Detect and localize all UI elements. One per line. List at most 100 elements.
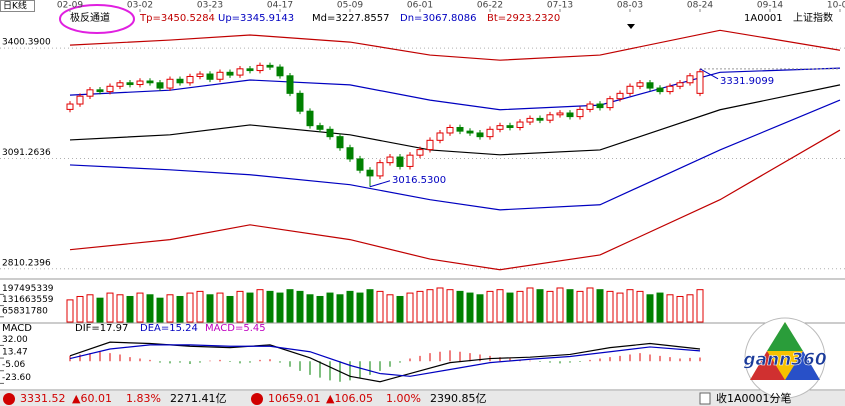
volume-bar (686, 294, 694, 323)
market-icon[interactable] (3, 393, 15, 405)
volume-bar (206, 294, 214, 323)
status-item: ▲60.01 (72, 392, 112, 405)
volume-bar (656, 292, 664, 323)
candle-body (356, 158, 364, 171)
status-bar (0, 391, 845, 406)
volume-bar (196, 290, 204, 323)
candle-body (496, 125, 504, 130)
volume-bar (596, 289, 604, 323)
candle-body (186, 75, 194, 84)
candle-body (516, 121, 524, 128)
candle-body (696, 71, 704, 94)
volume-bar (576, 290, 584, 323)
volume-bar (456, 290, 464, 323)
volume-bar (156, 297, 164, 323)
candle-body (486, 128, 494, 138)
band-line (69, 99, 841, 211)
volume-bar (116, 294, 124, 323)
volume-bar (476, 294, 484, 323)
volume-bar (326, 292, 334, 323)
x-tick-label: 08-24 (687, 1, 713, 11)
y-tick-label: 32.00 (2, 335, 28, 345)
panel-title: MACD (2, 323, 32, 334)
candle-body (146, 80, 154, 84)
volume-bar (616, 292, 624, 323)
period-box (0, 0, 35, 12)
volume-bar (166, 294, 174, 323)
candle-body (646, 82, 654, 89)
candle-body (446, 126, 454, 134)
candle-body (316, 125, 324, 130)
candle-body (266, 64, 274, 68)
volume-bar (216, 292, 224, 323)
y-tick-label: 131663559 (2, 295, 54, 305)
candle-body (616, 92, 624, 100)
y-tick-label: -23.60 (2, 373, 31, 383)
indicator-value: Md=3227.8557 (312, 13, 389, 24)
volume-bar (486, 290, 494, 323)
candle-body (326, 128, 334, 138)
candle-body (396, 156, 404, 167)
candle-body (456, 126, 464, 132)
volume-bar (676, 295, 684, 323)
candle-body (576, 108, 584, 118)
status-item: ▲106.05 (326, 392, 373, 405)
indicator-name: 极反通道 (70, 11, 110, 24)
logo-shape (767, 322, 803, 351)
candle-body (76, 95, 84, 105)
indicator-value: Bt=2923.2320 (487, 13, 560, 24)
logo-shape (750, 351, 785, 380)
candle-body (536, 117, 544, 121)
tick-icon[interactable] (699, 392, 711, 405)
candle-body (676, 82, 684, 87)
candle-body (336, 136, 344, 149)
status-item: 2390.85亿 (430, 392, 487, 405)
volume-bar (256, 289, 264, 323)
volume-bar (176, 295, 184, 323)
status-item: 2271.41亿 (170, 392, 227, 405)
volume-bar (546, 290, 554, 323)
indicator-value: Dn=3067.8086 (400, 13, 477, 24)
volume-bar (536, 289, 544, 323)
volume-bar (356, 292, 364, 323)
candle-body (306, 110, 314, 127)
volume-bar (386, 294, 394, 323)
candle-body (126, 82, 134, 86)
x-tick-label: 07-13 (547, 1, 573, 11)
market-icon[interactable] (251, 393, 263, 405)
y-tick-label: 197495339 (2, 284, 54, 294)
indicator-value: Tp=3450.5284 (139, 13, 215, 24)
candle-body (216, 71, 224, 80)
volume-bar (76, 295, 84, 323)
highlight-ellipse (59, 4, 135, 34)
status-item: 1.00% (386, 392, 421, 405)
candle-body (106, 85, 114, 93)
candle-body (136, 80, 144, 86)
dropdown-arrow[interactable] (627, 24, 635, 29)
security-name: 上证指数 (793, 11, 833, 24)
volume-bar (626, 289, 634, 323)
status-item: 收1A0001分笔 (716, 391, 792, 405)
volume-bar (246, 292, 254, 323)
candle-body (386, 156, 394, 164)
volume-bar (556, 287, 564, 323)
candle-body (366, 169, 374, 177)
candle-body (626, 85, 634, 94)
volume-bar (566, 289, 574, 323)
logo-text: gann360 (743, 350, 827, 370)
volume-bar (466, 292, 474, 323)
candle-body (86, 89, 94, 97)
x-tick-label: 09-14 (757, 1, 783, 11)
volume-bar (416, 290, 424, 323)
x-tick-label: 06-22 (477, 1, 503, 11)
volume-bar (586, 287, 594, 323)
candle-body (286, 75, 294, 94)
volume-bar (606, 290, 614, 323)
x-tick-label: 06-01 (407, 1, 433, 11)
candle-body (606, 98, 614, 109)
volume-bar (366, 289, 374, 323)
y-tick-label: -5.06 (2, 360, 26, 370)
candle-body (596, 103, 604, 109)
candle-body (546, 114, 554, 121)
